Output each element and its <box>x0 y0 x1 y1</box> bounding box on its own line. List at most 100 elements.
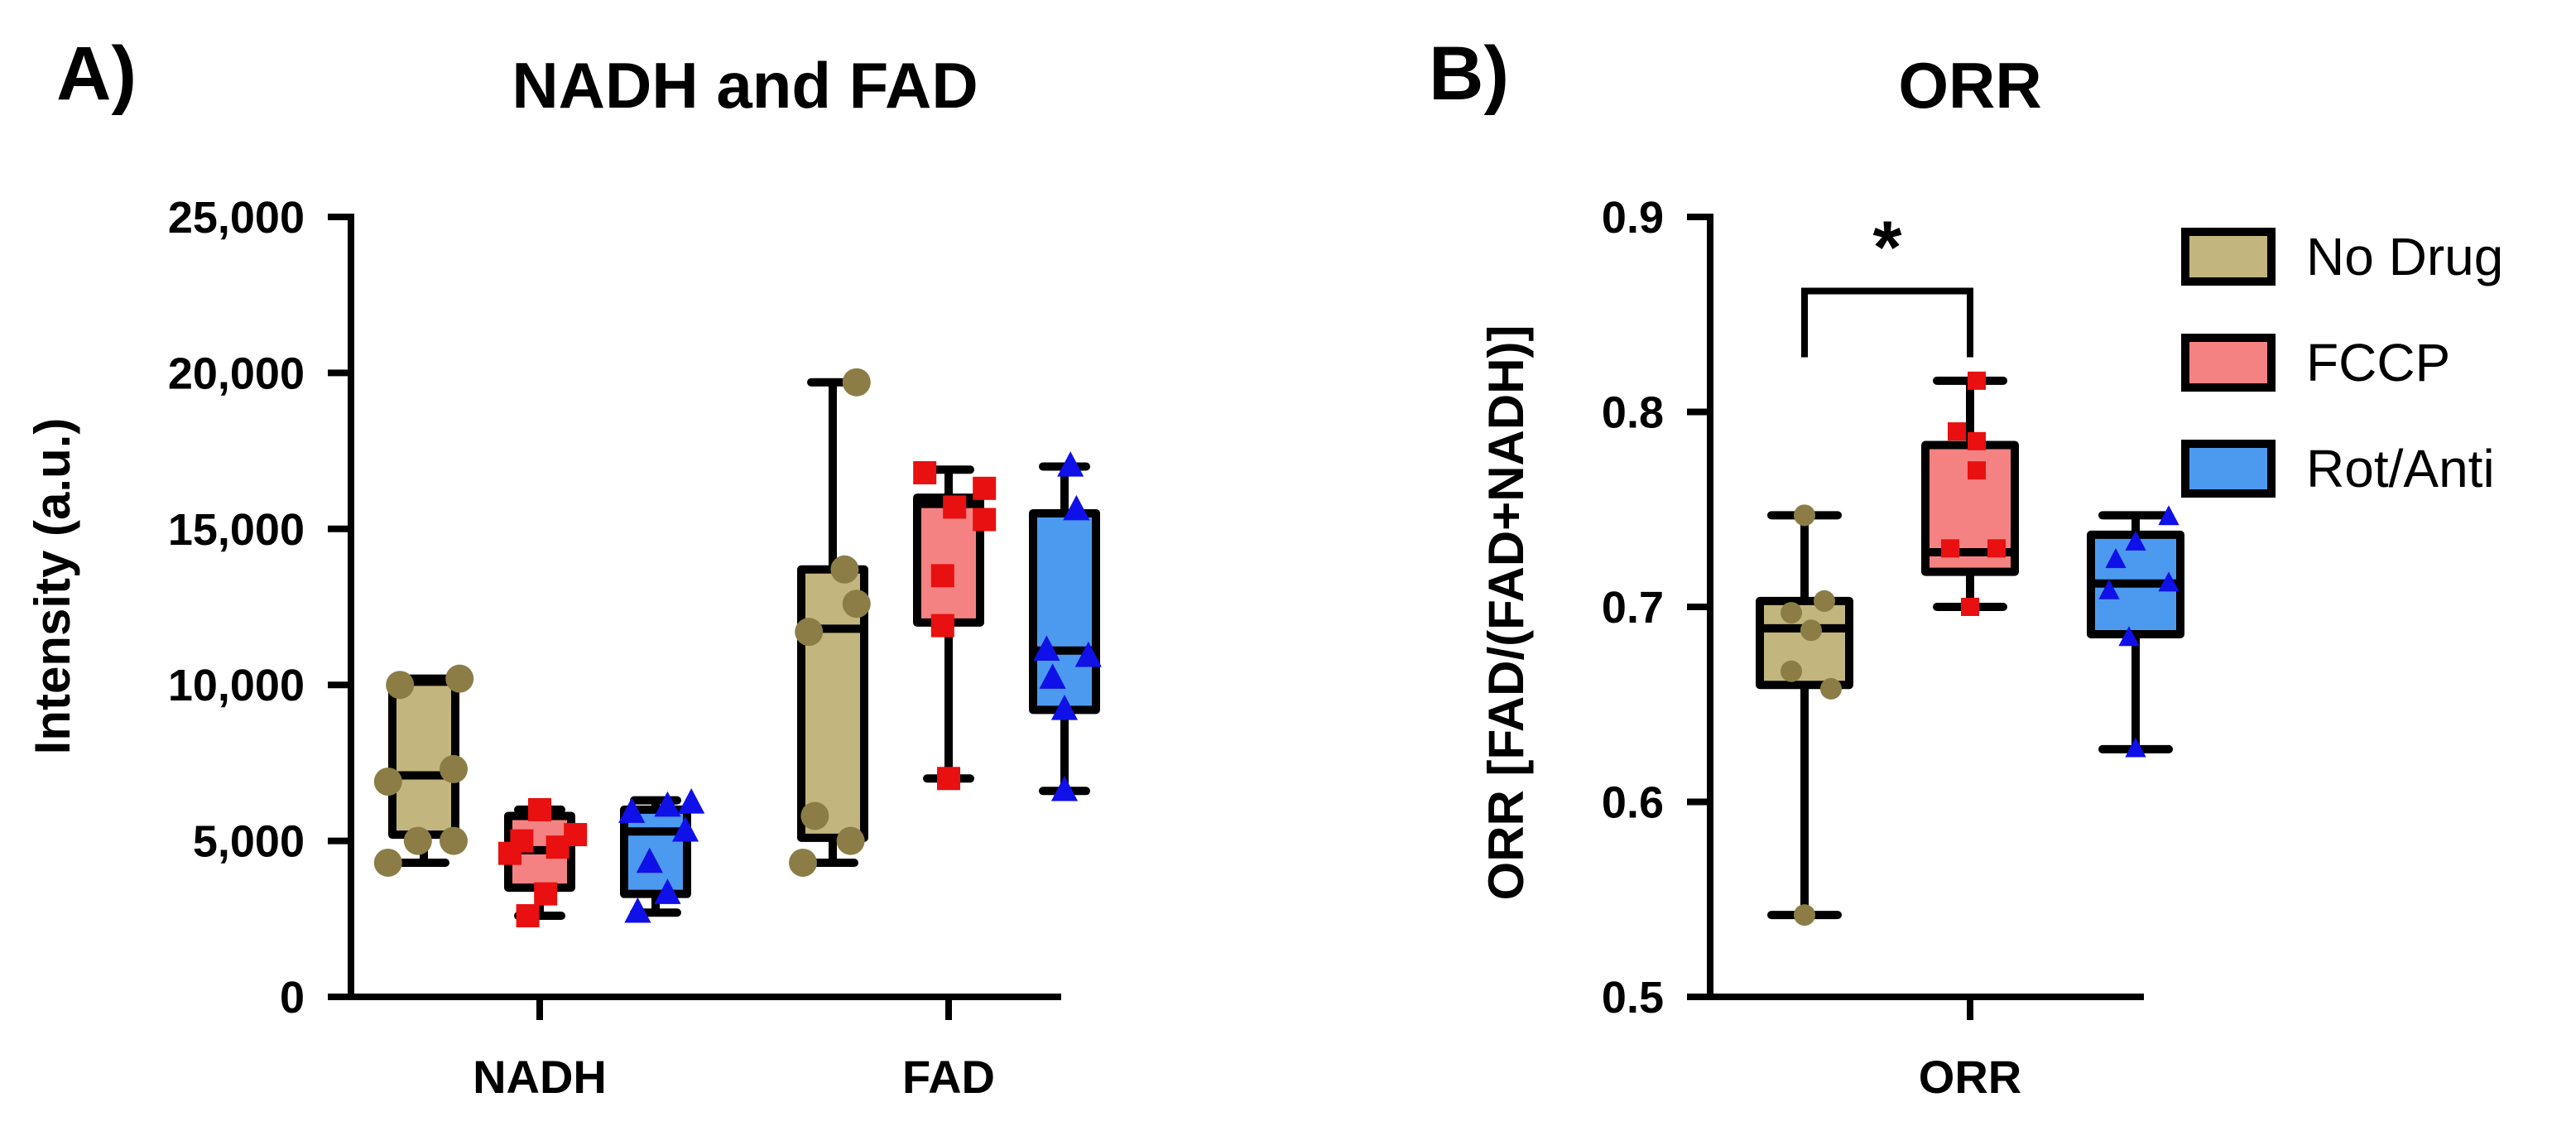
panel-b-label: B) <box>1429 31 1509 116</box>
significance-asterisk: * <box>1872 206 1901 289</box>
data-point <box>1039 663 1066 689</box>
data-point <box>1800 619 1822 642</box>
data-point <box>800 801 829 830</box>
box-iqr <box>620 805 691 898</box>
box-fad-rot-anti <box>1029 451 1102 801</box>
data-point <box>445 664 474 693</box>
legend-item-no-drug: No Drug <box>2181 227 2503 286</box>
legend-label: No Drug <box>2306 227 2503 286</box>
y-tick-label: 0 <box>280 973 305 1023</box>
legend-label: Rot/Anti <box>2306 439 2495 498</box>
y-tick-label: 5,000 <box>193 817 305 867</box>
data-point <box>795 618 824 647</box>
data-point <box>678 788 705 814</box>
data-point <box>654 791 681 817</box>
data-point <box>564 823 588 847</box>
box-nadh-no-drug <box>373 664 474 877</box>
data-point <box>373 848 402 877</box>
data-point <box>624 897 651 923</box>
data-point <box>1781 660 1802 682</box>
data-point <box>842 590 871 618</box>
x-tick-label: FAD <box>902 1051 995 1103</box>
data-point <box>636 847 663 874</box>
box-fad-no-drug <box>789 368 871 877</box>
data-point <box>2158 571 2180 592</box>
data-point <box>1814 590 1835 612</box>
data-point <box>2125 530 2146 551</box>
box-fad-fccp <box>913 460 997 791</box>
data-point <box>516 904 540 928</box>
panel-b-y-axis-title: ORR [FAD/(FAD+NADH)] <box>1478 325 1534 901</box>
data-point <box>1968 461 1986 480</box>
data-point <box>930 614 954 638</box>
x-tick-label: NADH <box>473 1051 607 1103</box>
data-point <box>1820 677 1842 700</box>
data-point <box>1968 431 1986 450</box>
box-orr-no-drug <box>1756 504 1853 926</box>
data-point <box>528 797 551 821</box>
data-point <box>1968 371 1986 390</box>
data-point <box>1948 422 1966 441</box>
data-point <box>1074 641 1102 667</box>
data-point <box>1050 694 1079 720</box>
panel-a-title: NADH and FAD <box>512 49 978 122</box>
data-point <box>943 495 967 519</box>
data-point <box>534 882 558 906</box>
data-point <box>930 564 954 588</box>
data-point <box>1794 904 1815 926</box>
box-iqr <box>1029 508 1100 715</box>
data-point <box>913 460 937 484</box>
data-point <box>1063 494 1090 521</box>
box-nadh-rot-anti <box>618 788 705 923</box>
panel-a-label: A) <box>56 31 137 116</box>
data-point <box>973 476 997 500</box>
box-orr-rot-anti <box>2087 505 2184 758</box>
data-point <box>1781 602 1802 624</box>
y-tick-label: 10,000 <box>168 661 305 710</box>
data-point <box>1941 539 1959 558</box>
data-point <box>2098 579 2120 599</box>
legend-item-rot-anti: Rot/Anti <box>2181 439 2495 498</box>
data-point <box>654 878 681 904</box>
data-point <box>2158 505 2180 526</box>
data-point <box>2105 548 2127 569</box>
legend-label: FCCP <box>2306 333 2450 392</box>
panel-b-plot-area: 0.5 0.6 0.7 0.8 0.9 ORR * <box>1602 193 2184 1103</box>
data-point <box>830 555 859 584</box>
legend-swatch <box>2181 440 2276 498</box>
data-point <box>373 768 402 797</box>
panel-a-plot-area: 0 5,000 10,000 15,000 20,000 25,000 NADH FAD <box>168 193 1102 1103</box>
data-point <box>1033 635 1060 661</box>
box-orr-fccp <box>1921 371 2019 616</box>
box-nadh-fccp <box>498 797 588 928</box>
y-tick-label: 0.9 <box>1602 193 1664 243</box>
data-point <box>671 816 699 842</box>
panel-b-title: ORR <box>1898 49 2041 122</box>
box-iqr <box>1756 596 1853 690</box>
data-point <box>1794 504 1815 527</box>
data-point <box>789 848 817 877</box>
data-point <box>1961 598 1979 616</box>
y-tick-label: 25,000 <box>168 193 305 243</box>
y-tick-label: 0.6 <box>1602 778 1664 828</box>
y-tick-label: 0.8 <box>1602 388 1664 438</box>
data-point <box>510 829 534 853</box>
data-point <box>842 368 871 397</box>
x-tick-label: ORR <box>1919 1051 2021 1103</box>
data-point <box>440 754 468 783</box>
y-tick-label: 15,000 <box>168 505 305 555</box>
legend-item-fccp: FCCP <box>2181 333 2450 392</box>
legend: No Drug FCCP Rot/Anti <box>2181 227 2503 498</box>
data-point <box>403 826 432 855</box>
data-point <box>1987 539 2006 558</box>
panel-a-y-axis-title: Intensity (a.u.) <box>25 418 80 755</box>
y-tick-label: 20,000 <box>168 349 305 398</box>
data-point <box>973 508 997 532</box>
data-point <box>1057 451 1084 477</box>
data-point <box>836 826 865 855</box>
legend-swatch <box>2181 228 2276 286</box>
significance-bracket <box>1801 287 1973 358</box>
data-point <box>386 671 415 700</box>
legend-swatch <box>2181 334 2276 392</box>
data-point <box>2118 626 2140 647</box>
